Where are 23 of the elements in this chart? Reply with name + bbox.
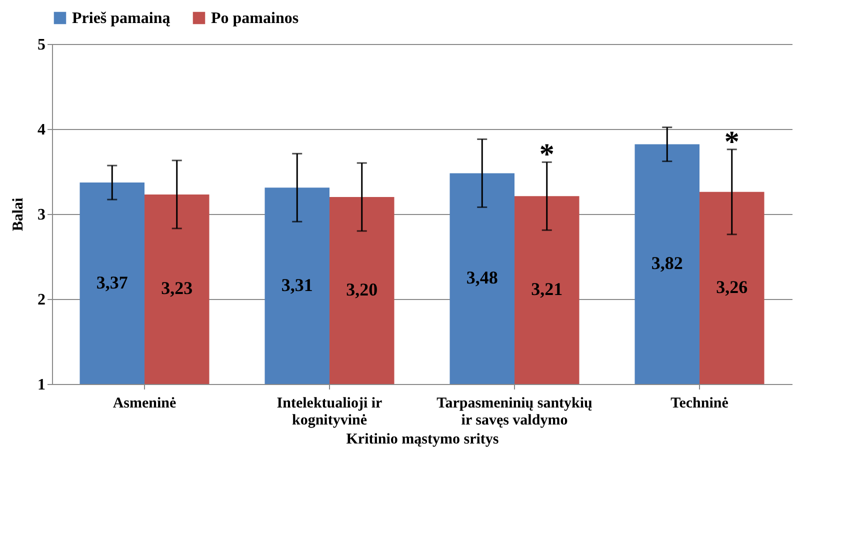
data-label: 3,20 xyxy=(346,280,378,300)
legend-label: Prieš pamainą xyxy=(72,10,170,27)
x-axis-title: Kritinio mąstymo sritys xyxy=(346,432,499,448)
y-tick-label: 1 xyxy=(38,376,46,394)
y-tick-label: 3 xyxy=(38,206,46,224)
y-tick-label: 4 xyxy=(38,122,46,138)
data-label: 3,26 xyxy=(716,276,748,297)
x-tick-label: Techninė xyxy=(670,396,729,412)
data-label: 3,23 xyxy=(161,278,193,298)
y-axis-title: Balai xyxy=(10,198,26,232)
legend-label: Po pamainos xyxy=(211,10,299,27)
y-tick-label: 5 xyxy=(38,36,46,54)
data-label: 3,82 xyxy=(651,253,683,274)
annotation: * xyxy=(539,138,554,172)
x-tick-label: Intelektualioji ir kognityvinė xyxy=(276,396,383,428)
x-tick-label: Tarpasmeninių santykių ir savęs valdymo xyxy=(436,396,592,428)
data-label: 3,31 xyxy=(281,274,313,295)
data-label: 3,37 xyxy=(96,272,128,292)
annotation: * xyxy=(724,125,740,158)
y-tick-label: 2 xyxy=(38,292,46,308)
data-label: 3,21 xyxy=(531,279,563,300)
data-label: 3,48 xyxy=(466,268,498,288)
x-tick-label: Asmeninė xyxy=(112,396,177,412)
